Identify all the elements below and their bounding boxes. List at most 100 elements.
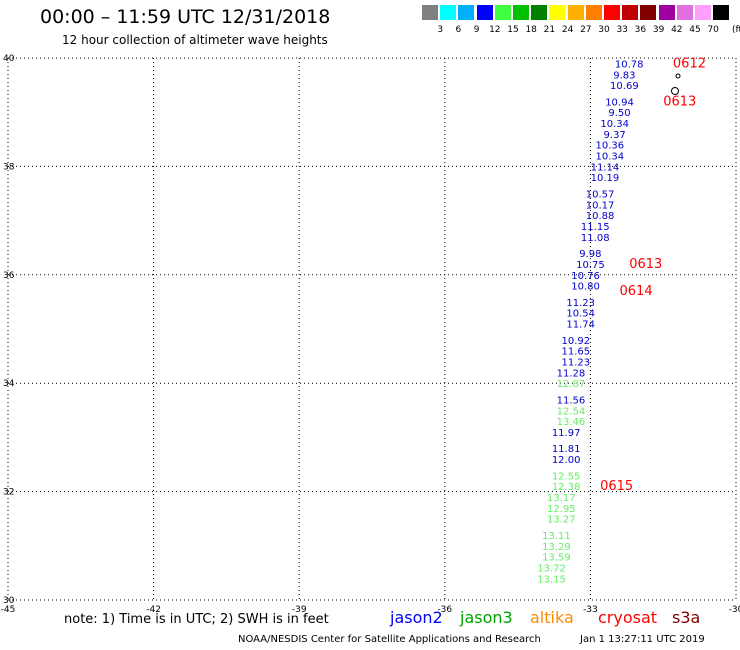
color-swatch <box>695 5 711 20</box>
x-tick-label: -33 <box>583 605 598 615</box>
wave-height-point: 9.50 <box>608 108 630 119</box>
color-swatch <box>622 5 639 20</box>
wave-height-point: 12.87 <box>557 379 586 390</box>
wave-height-point: 10.76 <box>571 271 600 282</box>
color-swatch <box>640 5 657 20</box>
wave-height-point: 10.94 <box>605 97 634 108</box>
color-swatch <box>604 5 620 20</box>
position-marker <box>675 73 681 79</box>
satellite-legend-jason3: jason3 <box>460 608 513 627</box>
wave-height-point: 10.78 <box>615 59 644 70</box>
wave-height-point: 10.34 <box>595 152 624 163</box>
color-swatch <box>585 5 602 20</box>
wave-height-point: 11.97 <box>552 428 581 439</box>
wave-height-point: 13.72 <box>537 563 566 574</box>
color-scale-label: 18 <box>525 25 537 35</box>
wave-height-point: 10.69 <box>610 81 639 92</box>
wave-height-point: 10.34 <box>600 119 629 130</box>
color-scale-label: 21 <box>543 25 556 35</box>
wave-height-point: 9.98 <box>579 249 601 260</box>
color-scale-label: 70 <box>707 25 719 35</box>
y-tick-label: 36 <box>3 271 15 281</box>
chart-subtitle: 12 hour collection of altimeter wave hei… <box>62 33 328 47</box>
y-tick-label: 30 <box>3 596 15 606</box>
y-tick-label: 32 <box>3 488 14 498</box>
color-scale-label: 24 <box>561 25 574 35</box>
wave-height-point: 13.46 <box>557 417 586 428</box>
color-scale-label: 45 <box>689 25 701 35</box>
wave-height-point: 13.17 <box>547 493 576 504</box>
color-swatch <box>549 5 566 20</box>
wave-height-point: 10.19 <box>591 173 620 184</box>
wave-height-point: 10.17 <box>586 200 615 211</box>
orbit-time-label: 0614 <box>620 284 653 299</box>
wave-height-point: 10.88 <box>586 211 615 222</box>
wave-height-point: 11.28 <box>557 368 586 379</box>
orbit-time-label: 0613 <box>629 257 662 272</box>
credit-line: NOAA/NESDIS Center for Satellite Applica… <box>238 634 541 645</box>
orbit-time-label: 0613 <box>663 94 696 109</box>
color-scale-unit: (ft) <box>732 25 740 35</box>
y-tick-label: 34 <box>3 379 15 389</box>
satellite-legend-s3a: s3a <box>672 608 701 627</box>
wave-height-point: 11.81 <box>552 444 581 455</box>
color-swatch <box>476 5 493 20</box>
wave-height-point: 12.55 <box>552 471 581 482</box>
wave-height-point: 10.92 <box>562 336 591 347</box>
wave-height-point: 13.15 <box>537 574 566 585</box>
wave-height-point: 9.83 <box>613 70 635 81</box>
color-swatch <box>494 5 511 20</box>
color-swatch <box>676 5 693 20</box>
color-swatch <box>531 5 548 20</box>
wave-height-point: 13.29 <box>542 542 571 553</box>
wave-height-point: 12.00 <box>552 455 581 466</box>
color-swatch <box>422 5 438 20</box>
wave-height-point: 11.08 <box>581 233 610 244</box>
color-scale-label: 9 <box>473 25 480 35</box>
chart-title: 00:00 – 11:59 UTC 12/31/2018 <box>40 6 331 28</box>
generated-timestamp: Jan 1 13:27:11 UTC 2019 <box>580 634 705 645</box>
color-scale-label: 15 <box>507 25 519 35</box>
color-swatch <box>458 5 475 20</box>
y-tick-label: 38 <box>3 162 15 172</box>
color-scale-label: 6 <box>455 25 462 35</box>
color-scale-label: 36 <box>634 25 647 35</box>
orbit-time-label: 0612 <box>673 56 706 71</box>
color-scale-label: 39 <box>652 25 665 35</box>
wave-height-point: 10.57 <box>586 190 615 201</box>
wave-height-point: 12.54 <box>557 406 586 417</box>
color-swatch <box>658 5 675 20</box>
wave-height-point: 11.14 <box>591 162 620 173</box>
wave-height-point: 12.38 <box>552 482 581 493</box>
color-scale-label: 3 <box>437 25 444 35</box>
x-tick-label: -30 <box>729 605 740 615</box>
color-swatch <box>713 5 730 20</box>
wave-height-point: 11.74 <box>566 320 595 331</box>
color-swatch <box>567 5 584 20</box>
wave-height-point: 10.36 <box>595 141 624 152</box>
x-tick-label: -39 <box>292 605 307 615</box>
wave-height-point: 13.11 <box>542 531 571 542</box>
color-scale-label: 27 <box>580 25 592 35</box>
color-swatch <box>513 5 529 20</box>
orbit-time-label: 0615 <box>600 479 633 494</box>
wave-height-point: 10.75 <box>576 260 605 271</box>
satellite-legend-jason2: jason2 <box>390 608 443 627</box>
color-swatch <box>440 5 457 20</box>
wave-height-point: 11.23 <box>566 298 595 309</box>
satellite-legend-cryosat: cryosat <box>598 608 658 627</box>
wave-height-point: 10.80 <box>571 282 600 293</box>
wave-height-point: 13.27 <box>547 515 576 526</box>
wave-height-point: 13.59 <box>542 553 571 564</box>
wave-height-point: 11.23 <box>562 358 591 369</box>
color-scale-label: 12 <box>489 25 501 35</box>
x-tick-label: -42 <box>146 605 161 615</box>
x-tick-label: -36 <box>437 605 452 615</box>
satellite-legend-altika: altika <box>530 608 574 627</box>
wave-height-point: 11.56 <box>557 395 586 406</box>
wave-height-point: 12.95 <box>547 504 576 515</box>
footnote: note: 1) Time is in UTC; 2) SWH is in fe… <box>64 612 329 627</box>
color-scale-label: 30 <box>598 25 610 35</box>
color-scale-label: 42 <box>671 25 683 35</box>
